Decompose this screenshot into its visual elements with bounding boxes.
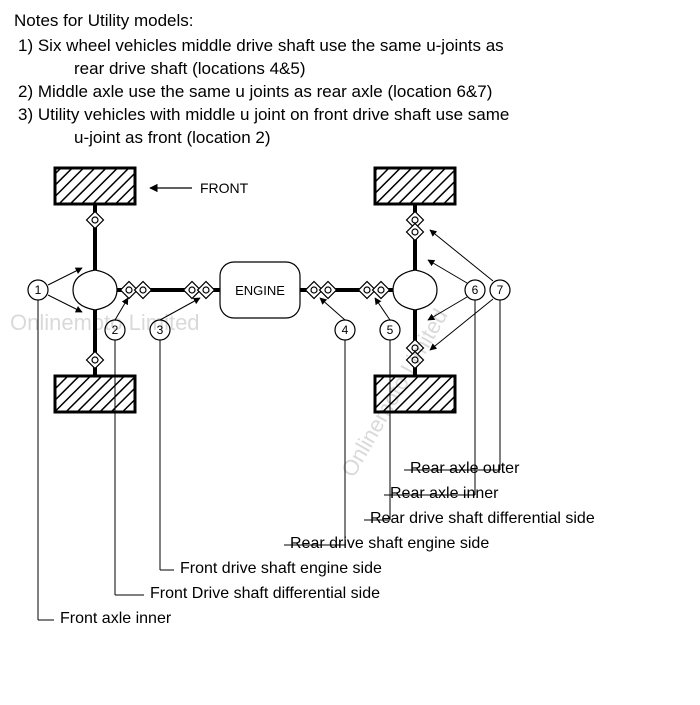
note-3: 3) Utility vehicles with middle u joint … <box>14 104 686 127</box>
callout-3: Front drive shaft engine side <box>180 560 382 578</box>
svg-text:6: 6 <box>472 283 479 297</box>
callout-4: Rear drive shaft engine side <box>290 535 489 553</box>
note-1: 1) Six wheel vehicles middle drive shaft… <box>14 35 686 58</box>
note-3-cont: u-joint as front (location 2) <box>14 127 686 150</box>
notes-title: Notes for Utility models: <box>14 10 686 33</box>
callout-5: Rear drive shaft differential side <box>370 510 595 528</box>
callout-2: Front Drive shaft differential side <box>150 585 380 603</box>
svg-text:5: 5 <box>387 323 394 337</box>
callout-7: Rear axle outer <box>410 460 519 478</box>
svg-text:3: 3 <box>157 323 164 337</box>
front-label: FRONT <box>200 180 248 196</box>
svg-text:1: 1 <box>35 283 42 297</box>
note-2: 2) Middle axle use the same u joints as … <box>14 81 686 104</box>
svg-text:2: 2 <box>112 323 119 337</box>
callout-6: Rear axle inner <box>390 485 499 503</box>
notes-block: Notes for Utility models: 1) Six wheel v… <box>0 0 700 150</box>
note-1-cont: rear drive shaft (locations 4&5) <box>14 58 686 81</box>
svg-text:4: 4 <box>342 323 349 337</box>
svg-text:7: 7 <box>497 283 504 297</box>
drivetrain-diagram: ENGINE1234567 FRONT Onlinemoto Limited O… <box>0 160 700 700</box>
callout-1: Front axle inner <box>60 610 171 628</box>
svg-text:ENGINE: ENGINE <box>235 283 285 298</box>
